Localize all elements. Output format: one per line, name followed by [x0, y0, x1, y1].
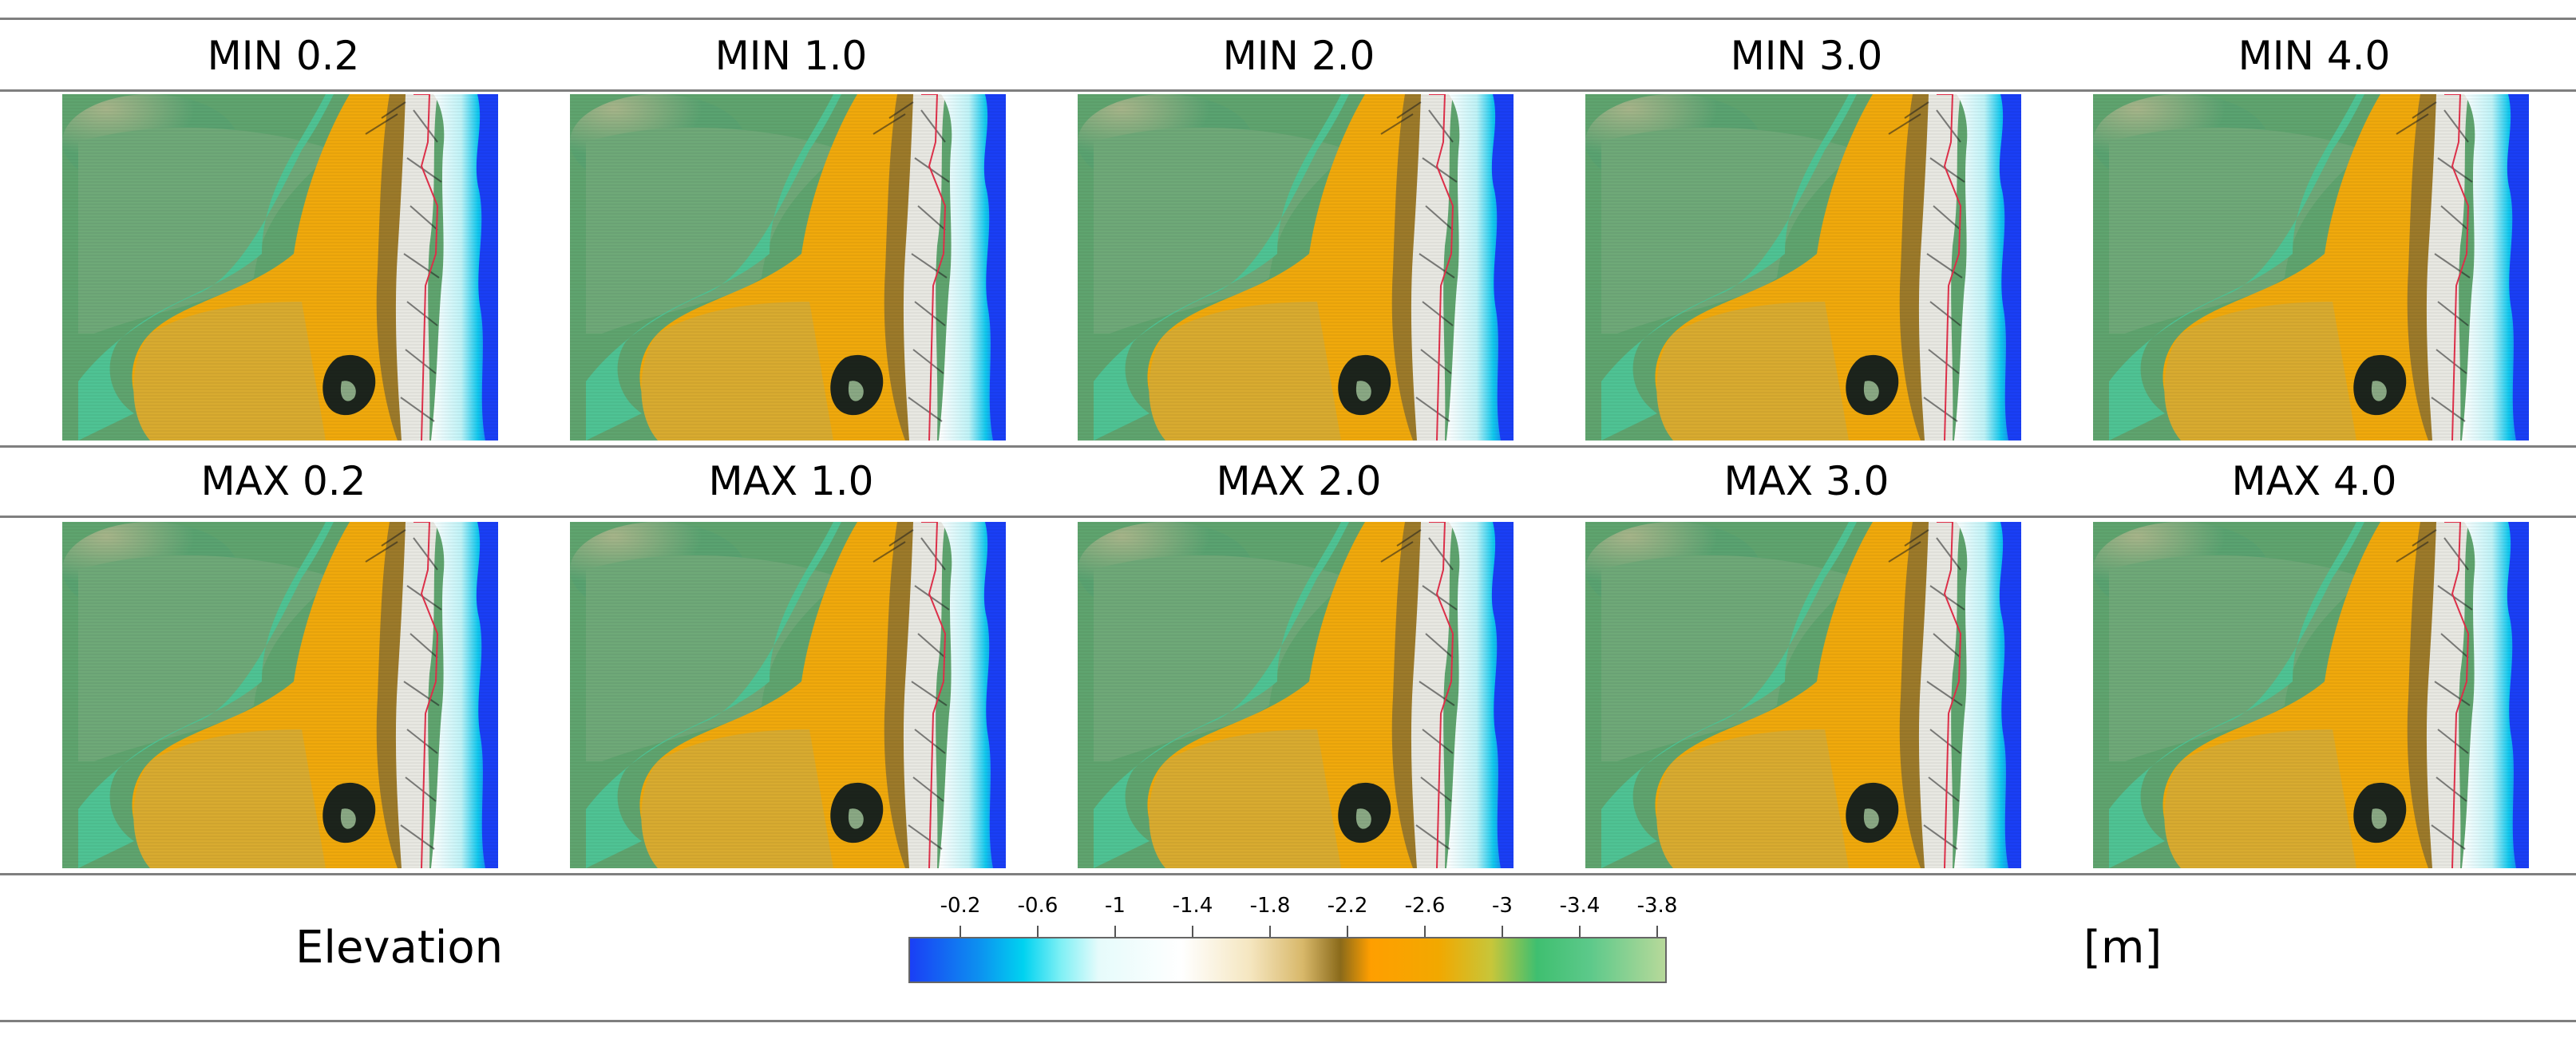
legend-unit: [m]: [2083, 922, 2162, 974]
row1-titles: MIN 0.2 MIN 1.0 MIN 2.0 MIN 3.0 MIN 4.0: [0, 24, 2576, 88]
colorbar-tick-label: -3.8: [1636, 894, 1678, 918]
colorbar-tick-label: -1: [1105, 894, 1126, 918]
top-rule: [0, 18, 2576, 20]
colorbar-tick: [1114, 926, 1116, 937]
colorbar-tick: [1502, 926, 1503, 937]
panel-title: MAX 0.2: [200, 458, 366, 504]
colorbar-tick-label: -3: [1492, 894, 1513, 918]
panel-title: MIN 4.0: [2238, 33, 2391, 79]
row-separator-rule: [0, 445, 2576, 448]
colorbar-tick: [1037, 926, 1039, 937]
map-panel-min-0-2: [62, 94, 498, 441]
map-panel-min-1-0: [570, 94, 1006, 441]
map-panel-max-0-2: [62, 522, 498, 868]
colorbar-tick: [1579, 926, 1581, 937]
panel-title: MIN 1.0: [714, 33, 868, 79]
map-panel-min-3-0: [1585, 94, 2021, 441]
map-panel-min-2-0: [1078, 94, 1514, 441]
colorbar-tick: [1424, 926, 1426, 937]
panel-title: MAX 4.0: [2231, 458, 2397, 504]
legend-label: Elevation: [295, 922, 504, 974]
colorbar-tick-label: -0.6: [1017, 894, 1058, 918]
panel-title: MAX 1.0: [708, 458, 874, 504]
colorbar-tick-label: -2.2: [1327, 894, 1368, 918]
row2-titles: MAX 0.2 MAX 1.0 MAX 2.0 MAX 3.0 MAX 4.0: [0, 449, 2576, 513]
panel-title: MAX 3.0: [1723, 458, 1889, 504]
elevation-colorbar: -0.2 -0.6 -1 -1.4 -1.8 -2.2 -2.6 -3 -3.4…: [908, 894, 1677, 1005]
map-panel-max-4-0: [2093, 522, 2529, 868]
colorbar-tick: [960, 926, 961, 937]
panel-title: MIN 3.0: [1730, 33, 1883, 79]
map-panel-max-2-0: [1078, 522, 1514, 868]
colorbar-tick-label: -1.8: [1249, 894, 1291, 918]
colorbar-tick: [1269, 926, 1271, 937]
panel-title: MAX 2.0: [1216, 458, 1382, 504]
colorbar-tick: [1656, 926, 1658, 937]
legend-top-rule: [0, 873, 2576, 875]
colorbar-tick-label: -0.2: [940, 894, 981, 918]
colorbar-tick: [1347, 926, 1348, 937]
panel-title: MIN 0.2: [207, 33, 360, 79]
colorbar-tick-label: -1.4: [1172, 894, 1213, 918]
bottom-rule: [0, 1020, 2576, 1022]
map-panel-max-3-0: [1585, 522, 2021, 868]
map-panel-min-4-0: [2093, 94, 2529, 441]
map-panel-max-1-0: [570, 522, 1006, 868]
colorbar-tick-label: -2.6: [1404, 894, 1446, 918]
row2-title-rule: [0, 516, 2576, 518]
colorbar-gradient: [908, 937, 1667, 983]
colorbar-tick-label: -3.4: [1559, 894, 1601, 918]
panel-title: MIN 2.0: [1222, 33, 1375, 79]
row1-title-rule: [0, 89, 2576, 92]
colorbar-tick: [1192, 926, 1193, 937]
